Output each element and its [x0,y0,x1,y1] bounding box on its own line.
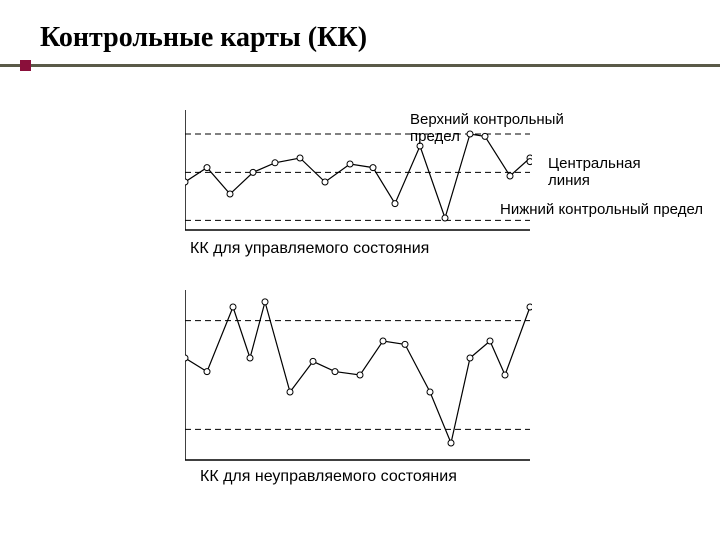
lcl-label: Нижний контрольный предел [500,202,703,219]
chart1-caption: КК для управляемого состояния [190,240,429,258]
ucl-label: Верхний контрольныйпредел [410,112,564,145]
title-accent-square [20,60,31,71]
chart2-caption: КК для неуправляемого состояния [200,468,457,486]
page-title: Контрольные карты (КК) [40,22,367,54]
control-chart-2 [185,290,532,462]
cl-label: Центральнаялиния [548,156,641,189]
title-rule [0,64,720,67]
